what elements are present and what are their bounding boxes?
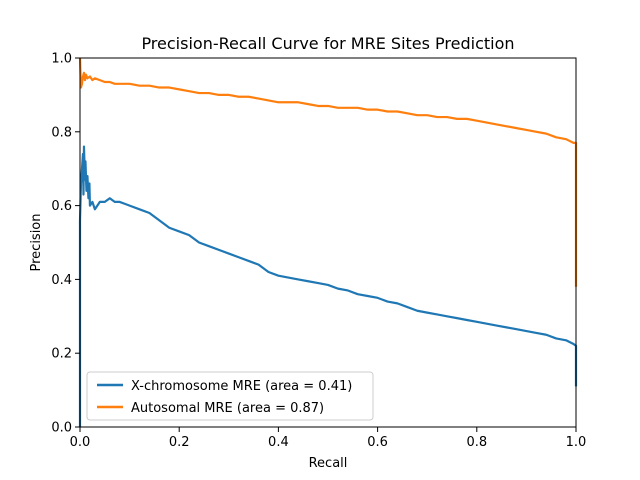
axes-border [79, 57, 577, 428]
legend-box [86, 371, 374, 421]
x-tick-label: 0.2 [169, 435, 190, 450]
x-tick-label: 0.6 [367, 435, 388, 450]
x-chromosome-curve [78, 145, 578, 427]
x-tick-label: 0.0 [70, 435, 91, 450]
y-tick-label: 0.4 [51, 273, 72, 288]
y-tick-label: 1.0 [51, 52, 72, 67]
chart-title: Precision-Recall Curve for MRE Sites Pre… [141, 34, 514, 53]
plot-background [80, 58, 576, 427]
x-tick-label: 0.4 [268, 435, 289, 450]
legend-label-autosomal: Autosomal MRE (area = 0.87) [131, 401, 324, 416]
series-layer [78, 57, 578, 427]
legend-label-x-chromosome: X-chromosome MRE (area = 0.41) [131, 379, 352, 394]
autosomal-curve [78, 57, 578, 287]
x-axis-label: Recall [309, 456, 348, 471]
y-tick-label: 0.0 [51, 421, 72, 436]
y-tick-label: 0.6 [51, 199, 72, 214]
y-axis-label: Precision [29, 213, 44, 271]
x-tick-label: 0.8 [466, 435, 487, 450]
x-tick-label: 1.0 [566, 435, 587, 450]
plot-area [80, 58, 576, 427]
y-tick-label: 0.8 [51, 125, 72, 140]
legend: X-chromosome MRE (area = 0.41) Autosomal… [86, 371, 374, 421]
axes-frame [79, 57, 577, 428]
ticks-layer: 0.0 0.2 0.4 0.6 0.8 1.0 0.0 0.2 0.4 0.6 0.8 1.0 [51, 52, 586, 451]
y-tick-label: 0.2 [51, 347, 72, 362]
